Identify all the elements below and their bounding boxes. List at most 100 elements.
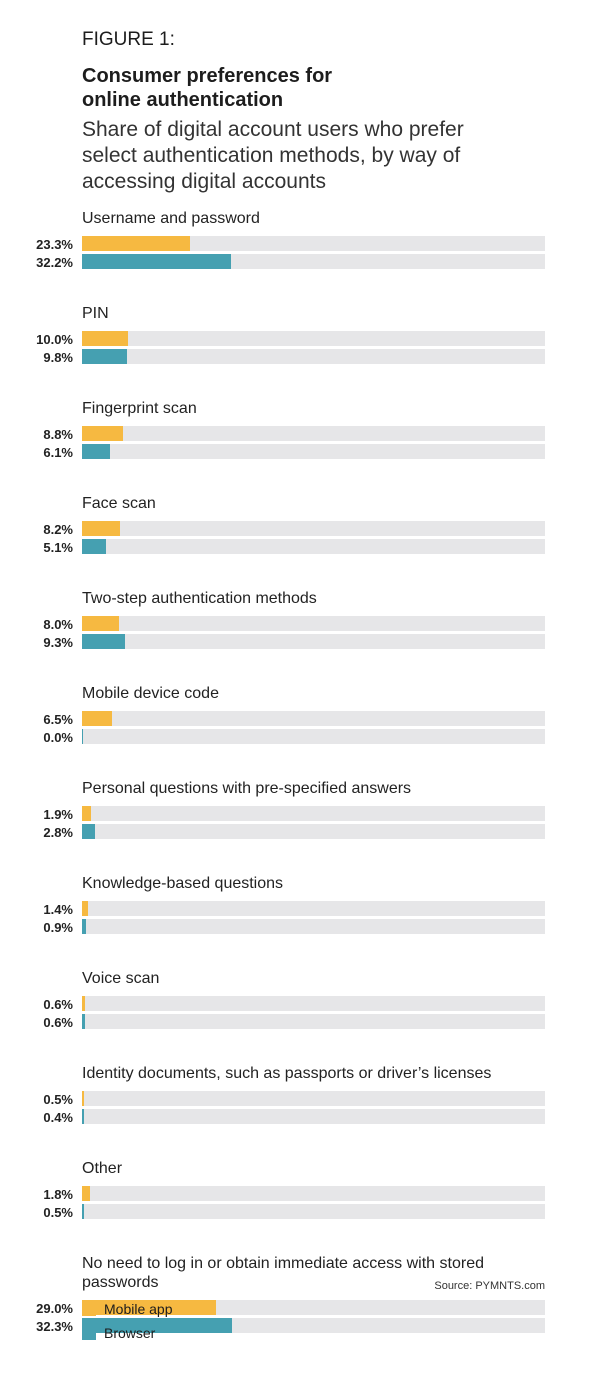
- bar-group: Knowledge-based questions 1.4% 0.9%: [0, 874, 589, 937]
- bar-track: [82, 444, 545, 459]
- value-label: 8.2%: [43, 522, 73, 537]
- bar-row: 6.5%: [0, 711, 589, 729]
- bar: [82, 426, 123, 441]
- bar-row: 0.5%: [0, 1204, 589, 1222]
- bar-row: 2.8%: [0, 824, 589, 842]
- bar-track: [82, 1109, 545, 1124]
- value-label: 10.0%: [36, 332, 73, 347]
- bar-row: 0.6%: [0, 1014, 589, 1032]
- category-label: Two-step authentication methods: [82, 590, 317, 607]
- legend-swatch: [82, 1302, 96, 1316]
- category-label: No need to log in or obtain immediate ac…: [82, 1255, 484, 1291]
- bar-row: 5.1%: [0, 539, 589, 557]
- chart-title: Consumer preferences for online authenti…: [82, 65, 333, 111]
- bar: [82, 1014, 85, 1029]
- bar-row: 0.0%: [0, 729, 589, 747]
- bar: [82, 616, 120, 631]
- bar: [82, 254, 232, 269]
- category-label: Fingerprint scan: [82, 400, 197, 417]
- bar-track: [82, 729, 545, 744]
- bar-track: [82, 919, 545, 934]
- value-label: 8.8%: [43, 427, 73, 442]
- bar-track: [82, 824, 545, 839]
- bar: [82, 634, 126, 649]
- bar-group: Identity documents, such as passports or…: [0, 1064, 589, 1127]
- bar-row: 6.1%: [0, 444, 589, 462]
- value-label: 9.8%: [43, 350, 73, 365]
- bar-row: 8.0%: [0, 616, 589, 634]
- legend-label: Browser: [104, 1325, 156, 1341]
- bar-row: 1.4%: [0, 901, 589, 919]
- value-label: 0.4%: [43, 1110, 73, 1125]
- bar-track: [82, 539, 545, 554]
- legend-item: Mobile app: [82, 1301, 173, 1317]
- chart-subtitle: Share of digital account users who prefe…: [82, 118, 464, 193]
- bar-row: 0.9%: [0, 919, 589, 937]
- bar-row: 1.9%: [0, 806, 589, 824]
- value-label: 0.6%: [43, 1015, 73, 1030]
- bar-group: Voice scan 0.6% 0.6%: [0, 969, 589, 1032]
- category-label: Identity documents, such as passports or…: [82, 1065, 492, 1082]
- bar-group: No need to log in or obtain immediate ac…: [0, 1254, 589, 1336]
- bar: [82, 1300, 217, 1315]
- category-label: Mobile device code: [82, 685, 219, 702]
- value-label: 32.2%: [36, 255, 73, 270]
- bar-track: [82, 426, 545, 441]
- bar-track: [82, 711, 545, 726]
- figure-label: FIGURE 1:: [82, 29, 175, 50]
- bar-row: 23.3%: [0, 236, 589, 254]
- bar: [82, 901, 89, 916]
- category-label: Knowledge-based questions: [82, 875, 284, 892]
- bar: [82, 1204, 85, 1219]
- bar: [82, 349, 128, 364]
- bar-track: [82, 901, 545, 916]
- bar-row: 10.0%: [0, 331, 589, 349]
- value-label: 6.1%: [43, 445, 73, 460]
- bar-groups: Username and password 23.3% 32.2% PIN 10.0% 9…: [0, 209, 589, 1368]
- value-label: 0.0%: [43, 730, 73, 745]
- bar-row: 0.4%: [0, 1109, 589, 1127]
- legend-label: Mobile app: [104, 1301, 173, 1317]
- bar-track: [82, 1014, 545, 1029]
- bar-track: [82, 1186, 545, 1201]
- value-label: 6.5%: [43, 712, 73, 727]
- bar-row: 1.8%: [0, 1186, 589, 1204]
- bar-row: 8.8%: [0, 426, 589, 444]
- value-label: 29.0%: [36, 1301, 73, 1316]
- bar: [82, 236, 190, 251]
- bar: [82, 331, 129, 346]
- bar: [82, 824, 95, 839]
- category-label: Other: [82, 1160, 123, 1177]
- bar-track: [82, 806, 545, 821]
- value-label: 1.9%: [43, 807, 73, 822]
- source: Source: PYMNTS.com: [434, 1280, 545, 1292]
- bar-row: 29.0%: [0, 1300, 589, 1318]
- category-label: Username and password: [82, 210, 260, 227]
- bar-row: 32.2%: [0, 254, 589, 272]
- bar-track: [82, 1204, 545, 1219]
- value-label: 0.5%: [43, 1205, 73, 1220]
- bar-row: 32.3%: [0, 1318, 589, 1336]
- legend-item: Browser: [82, 1325, 155, 1341]
- bar-group: Other 1.8% 0.5%: [0, 1159, 589, 1222]
- value-label: 0.5%: [43, 1092, 73, 1107]
- legend-swatch: [82, 1326, 96, 1340]
- category-label: Personal questions with pre-specified an…: [82, 780, 412, 797]
- bar-group: Mobile device code 6.5% 0.0%: [0, 684, 589, 747]
- bar-group: Username and password 23.3% 32.2%: [0, 209, 589, 272]
- category-label: Voice scan: [82, 970, 160, 987]
- bar-row: 0.5%: [0, 1091, 589, 1109]
- bar: [82, 1186, 91, 1201]
- bar: [82, 539, 106, 554]
- bar-track: [82, 996, 545, 1011]
- bar: [82, 711, 113, 726]
- bar-track: [82, 521, 545, 536]
- value-label: 0.9%: [43, 920, 73, 935]
- bar-track: [82, 254, 545, 269]
- bar-row: 9.8%: [0, 349, 589, 367]
- bar-row: 8.2%: [0, 521, 589, 539]
- bar: [82, 729, 83, 744]
- value-label: 1.8%: [43, 1187, 73, 1202]
- bar: [82, 806, 91, 821]
